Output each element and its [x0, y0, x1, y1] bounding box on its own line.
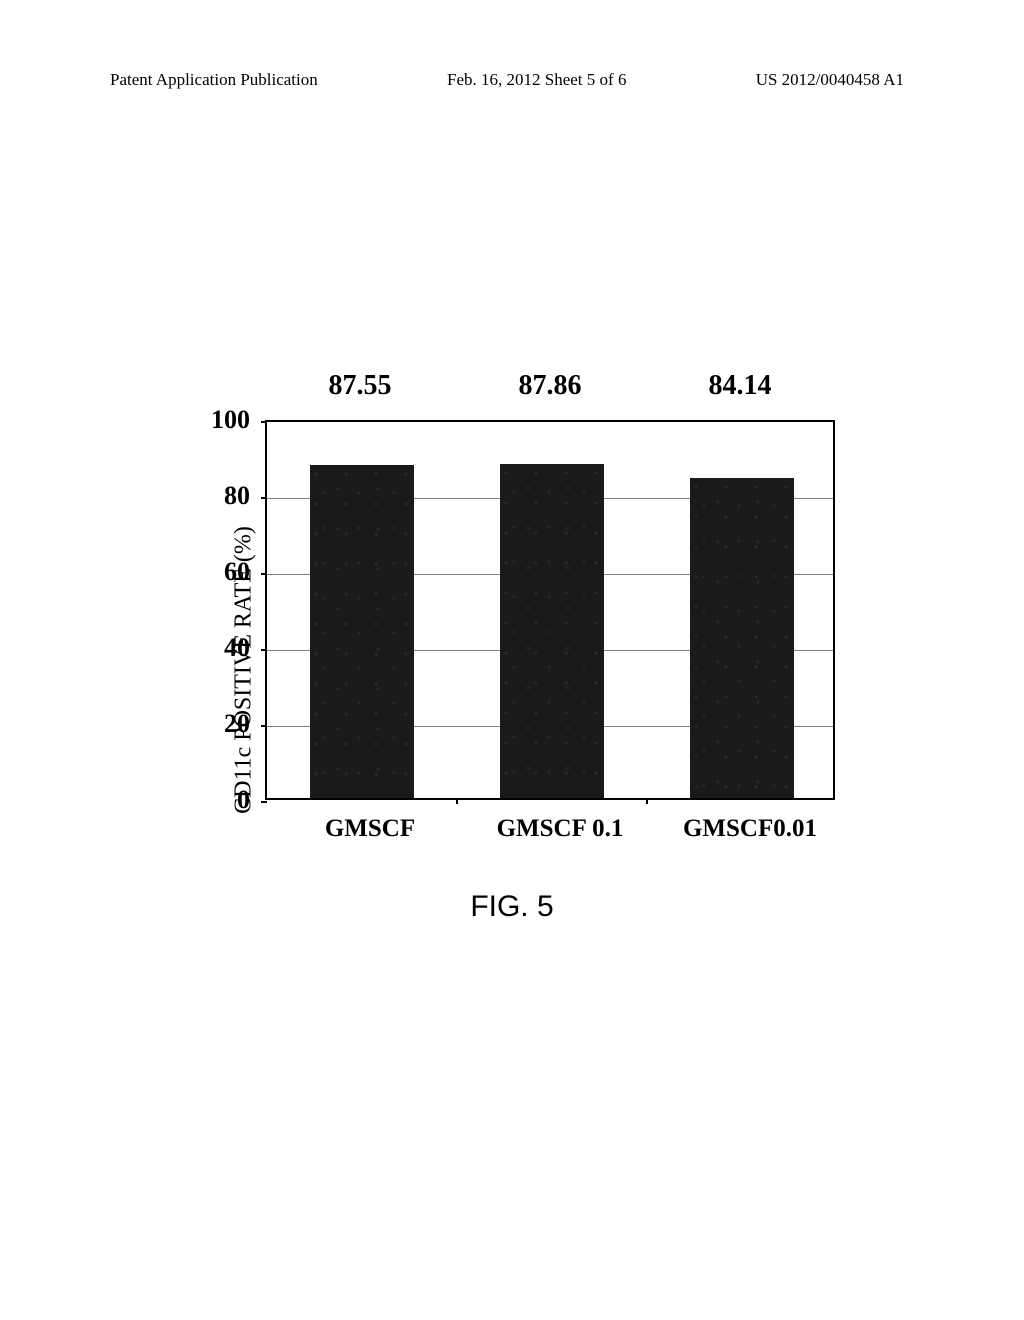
ytick-label: 100 [190, 405, 250, 435]
ytick-mark [261, 725, 267, 727]
bar-chart: CD11c POSITIVE RATE (%) 02040608010087.5… [140, 420, 880, 920]
ytick-label: 0 [190, 785, 250, 815]
ytick-label: 60 [190, 557, 250, 587]
bar [690, 478, 795, 798]
xtick-label: GMSCF [285, 815, 455, 843]
xtick-label: GMSCF0.01 [665, 815, 835, 843]
bar [500, 464, 605, 798]
bar-value-label: 84.14 [640, 370, 840, 402]
ytick-mark [261, 801, 267, 803]
patent-header: Patent Application Publication Feb. 16, … [0, 70, 1024, 90]
ytick-mark [261, 421, 267, 423]
ytick-label: 20 [190, 709, 250, 739]
xtick-mark [646, 798, 648, 804]
bar [310, 465, 415, 798]
xtick-mark [456, 798, 458, 804]
plot-area [265, 420, 835, 800]
xtick-label: GMSCF 0.1 [475, 815, 645, 843]
ytick-mark [261, 649, 267, 651]
header-center: Feb. 16, 2012 Sheet 5 of 6 [447, 70, 626, 90]
ytick-label: 40 [190, 633, 250, 663]
header-right: US 2012/0040458 A1 [756, 70, 904, 90]
header-left: Patent Application Publication [110, 70, 318, 90]
ytick-mark [261, 497, 267, 499]
ytick-mark [261, 573, 267, 575]
figure-caption: FIG. 5 [0, 890, 1024, 924]
ytick-label: 80 [190, 481, 250, 511]
bar-value-label: 87.55 [260, 370, 460, 402]
bar-value-label: 87.86 [450, 370, 650, 402]
